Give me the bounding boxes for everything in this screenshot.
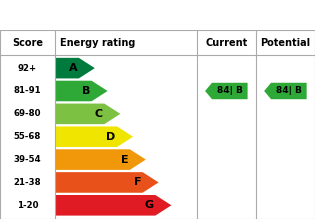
Polygon shape (55, 81, 108, 101)
Text: F: F (134, 177, 141, 187)
Polygon shape (55, 172, 159, 193)
Text: 39-54: 39-54 (14, 155, 41, 164)
Text: Potential: Potential (260, 38, 311, 48)
Text: 21-38: 21-38 (14, 178, 41, 187)
Text: 69-80: 69-80 (14, 109, 41, 118)
Polygon shape (55, 58, 95, 78)
Polygon shape (205, 83, 248, 99)
Text: Energy Efficiency Rating: Energy Efficiency Rating (8, 7, 210, 23)
Text: D: D (106, 132, 116, 142)
Text: Current: Current (205, 38, 248, 48)
Polygon shape (264, 83, 307, 99)
Text: 81-91: 81-91 (14, 87, 41, 95)
Text: 84| B: 84| B (217, 87, 243, 95)
Text: C: C (94, 109, 103, 119)
Polygon shape (55, 149, 146, 170)
Text: 92+: 92+ (18, 64, 37, 73)
Polygon shape (55, 104, 120, 124)
Text: G: G (145, 200, 154, 210)
Text: A: A (69, 63, 77, 73)
Text: 55-68: 55-68 (14, 132, 41, 141)
Text: 1-20: 1-20 (17, 201, 38, 210)
Text: E: E (121, 155, 128, 164)
Text: B: B (82, 86, 90, 96)
Polygon shape (55, 195, 171, 215)
Text: 84| B: 84| B (276, 87, 302, 95)
Text: Energy rating: Energy rating (60, 38, 135, 48)
Text: Score: Score (12, 38, 43, 48)
Polygon shape (55, 126, 133, 147)
